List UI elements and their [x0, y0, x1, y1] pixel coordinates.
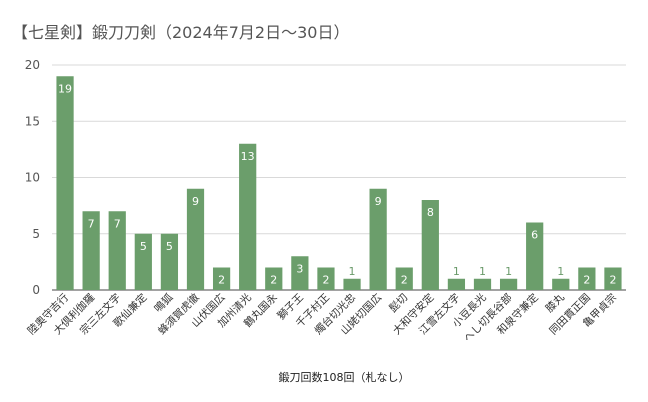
- data-label: 2: [218, 274, 225, 287]
- bar: [499, 278, 518, 290]
- bar: [82, 211, 100, 290]
- y-axis-ticks: 0 5 10 15 20: [25, 58, 40, 297]
- data-label: 5: [166, 240, 173, 253]
- bar: [369, 188, 387, 290]
- data-label: 1: [505, 265, 512, 278]
- bar: [212, 267, 231, 290]
- data-label: 5: [140, 240, 147, 253]
- data-label: 1: [453, 265, 460, 278]
- data-label: 2: [322, 274, 329, 287]
- data-label: 2: [401, 274, 408, 287]
- bars: [56, 76, 622, 290]
- bar: [186, 188, 205, 290]
- data-label: 8: [427, 206, 434, 219]
- bar: [473, 278, 492, 290]
- y-tick-label: 15: [25, 114, 40, 128]
- bar: [526, 222, 544, 290]
- bar: [56, 76, 74, 290]
- data-label: 9: [375, 195, 382, 208]
- y-tick-label: 10: [25, 171, 40, 185]
- data-label: 2: [609, 274, 616, 287]
- x-axis-title: 鍛刀回数108回（札なし）: [279, 370, 410, 384]
- data-label: 1: [479, 265, 486, 278]
- y-tick-label: 20: [25, 58, 40, 72]
- data-label: 1: [349, 265, 356, 278]
- bar: [604, 267, 622, 290]
- bar: [134, 233, 152, 290]
- data-label: 6: [531, 229, 538, 242]
- data-label: 3: [296, 262, 303, 275]
- chart-title: 【七星剣】鍛刀刀剣（2024年7月2日～30日）: [12, 23, 349, 42]
- bar: [239, 143, 257, 290]
- data-label: 2: [270, 274, 277, 287]
- bar: [395, 267, 413, 290]
- data-label: 1: [557, 265, 564, 278]
- bar: [291, 256, 309, 290]
- data-label: 7: [88, 217, 95, 230]
- bar: [578, 267, 596, 290]
- data-label: 9: [192, 195, 199, 208]
- bar: [421, 200, 439, 290]
- y-tick-label: 0: [32, 283, 40, 297]
- bar: [317, 267, 335, 290]
- bar: [343, 278, 361, 290]
- bar: [108, 211, 126, 290]
- bar: [160, 233, 179, 290]
- data-label: 2: [583, 274, 590, 287]
- x-tick-label: 髭切: [386, 291, 410, 315]
- data-label: 13: [241, 150, 255, 163]
- bar: [447, 278, 466, 290]
- bar: [265, 267, 283, 290]
- data-label: 7: [114, 217, 121, 230]
- y-tick-label: 5: [32, 227, 40, 241]
- bar: [552, 278, 570, 290]
- data-label: 19: [58, 82, 72, 95]
